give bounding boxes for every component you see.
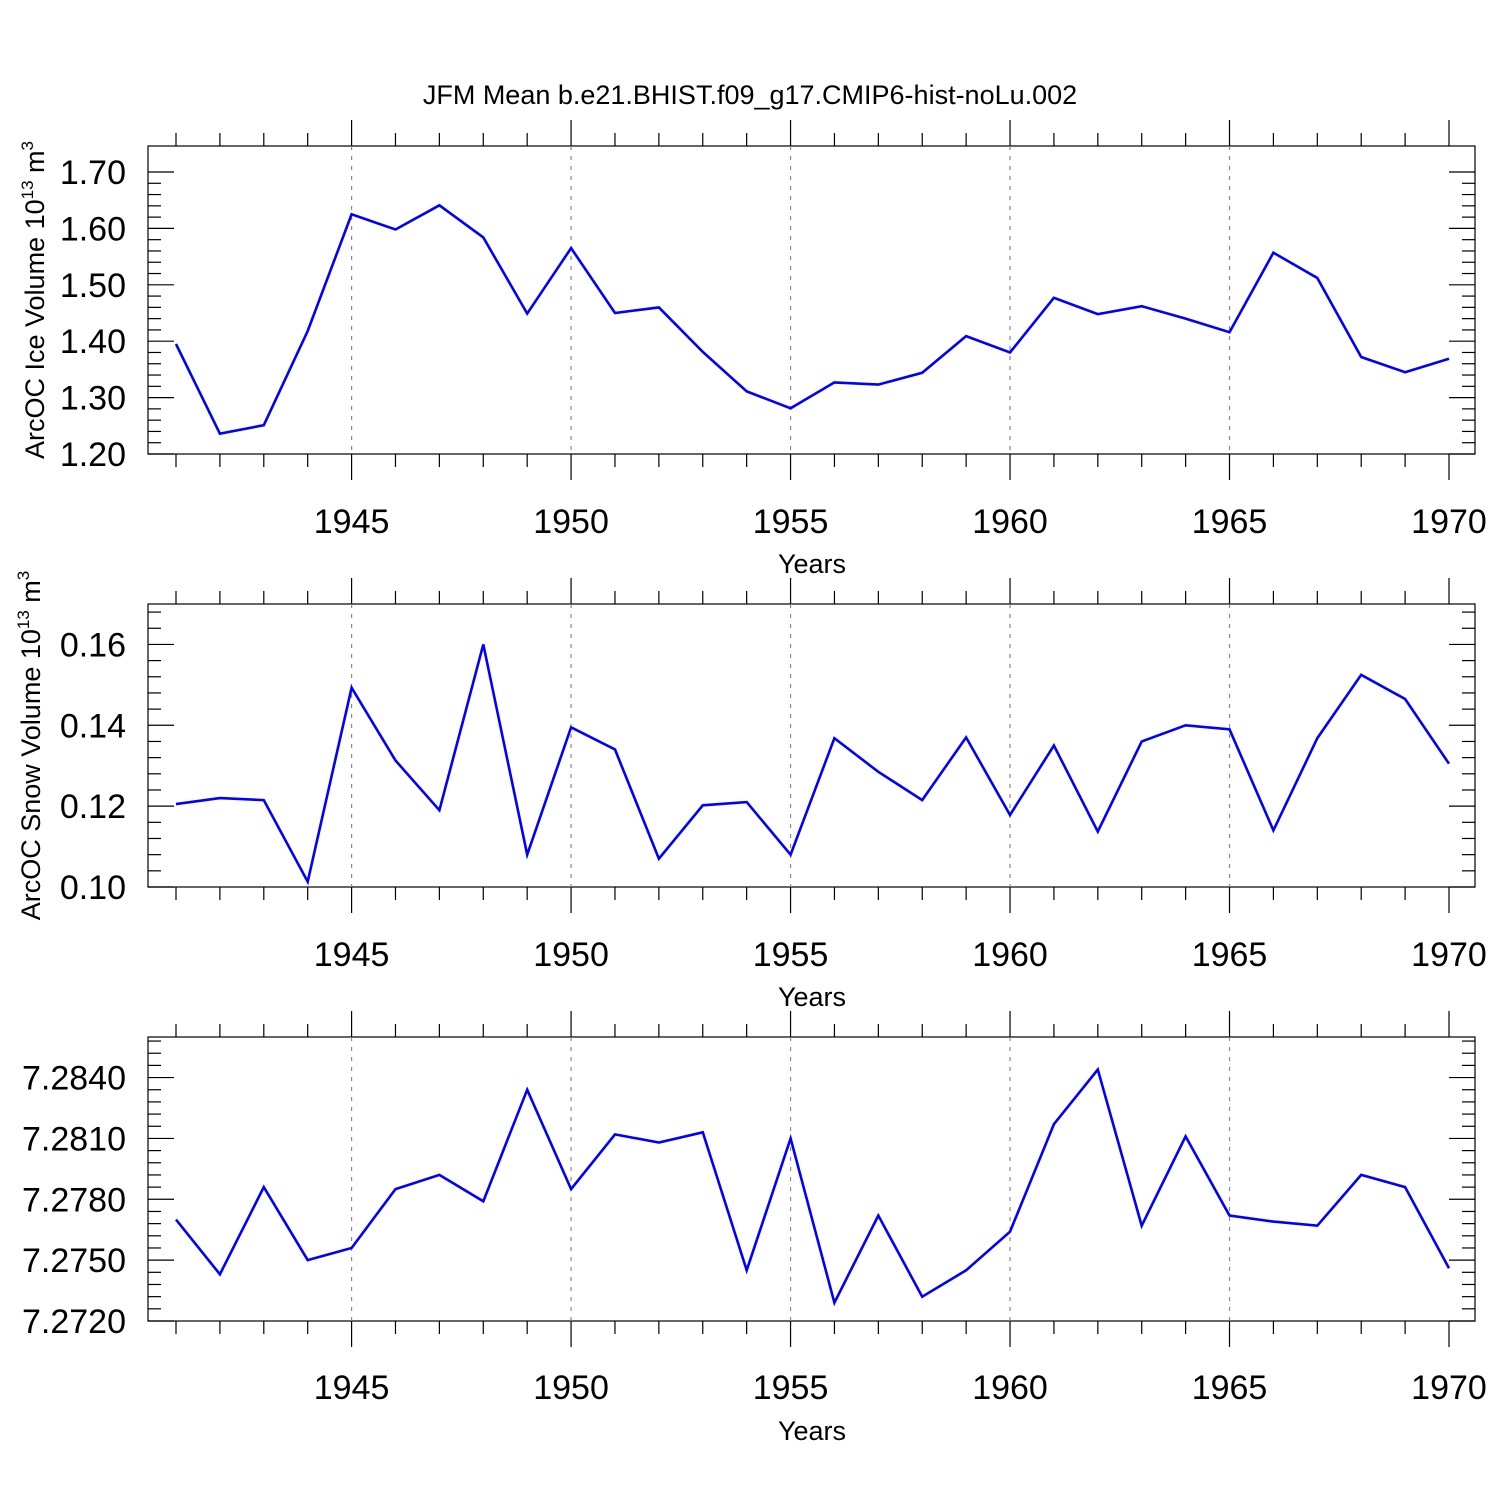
panel-ice-volume: 1945 1950 1955 1960 1965 1970 1.20 1.30 1.40 1.50…	[18, 120, 1487, 579]
y-tick-label: 1.40	[60, 323, 126, 361]
plot-frame	[147, 145, 1476, 455]
x-tick-label: 1960	[972, 503, 1048, 541]
x-tick-label: 1965	[1192, 503, 1268, 541]
x-axis-label: Years	[778, 549, 846, 579]
panel-third-series: 1945 1950 1955 1960 1965 1970 7.2720 7.2750 7.27…	[22, 1011, 1487, 1446]
y-tick-label: 0.10	[60, 869, 126, 907]
x-tick-label: 1950	[533, 503, 609, 541]
x-tick-label: 1965	[1192, 936, 1268, 974]
y-tick-label: 1.20	[60, 436, 126, 474]
x-axis-label: Years	[778, 982, 846, 1012]
x-tick-label: 1955	[753, 1369, 829, 1407]
y-tick-label: 7.2780	[22, 1181, 126, 1219]
y-tick-label: 7.2840	[22, 1060, 126, 1098]
panel-3-ylabel-clipped	[0, 1080, 6, 1300]
y-axis-label: ArcOC Ice Volume 1013 m3	[18, 141, 50, 459]
y-axis-label: ArcOC Snow Volume 1013 m3	[14, 571, 46, 921]
x-tick-label: 1945	[314, 936, 390, 974]
plot-frame	[147, 603, 1476, 888]
y-tick-label: 7.2810	[22, 1120, 126, 1158]
y-tick-label: 1.50	[60, 267, 126, 305]
chart-panels: 1945 1950 1955 1960 1965 1970 1.20 1.30 1.40 1.50…	[0, 120, 1487, 1446]
x-axis-label: Years	[778, 1416, 846, 1446]
y-tick-label: 7.2720	[22, 1303, 126, 1341]
x-tick-label: 1945	[314, 503, 390, 541]
y-tick-label: 1.30	[60, 380, 126, 418]
x-tick-label: 1955	[753, 503, 829, 541]
x-tick-label: 1945	[314, 1369, 390, 1407]
series-line	[174, 1066, 1451, 1307]
y-tick-label: 1.60	[60, 210, 126, 248]
series-line	[174, 203, 1450, 436]
x-tick-label: 1970	[1411, 503, 1487, 541]
x-tick-label: 1970	[1411, 936, 1487, 974]
y-tick-label: 1.70	[60, 154, 126, 192]
x-tick-label: 1970	[1411, 1369, 1487, 1407]
x-tick-label: 1960	[972, 936, 1048, 974]
plot-frame	[147, 1036, 1476, 1322]
chart-title: JFM Mean b.e21.BHIST.f09_g17.CMIP6-hist-…	[423, 80, 1077, 110]
y-tick-label: 7.2750	[22, 1242, 126, 1280]
panel-snow-volume: 1945 1950 1955 1960 1965 1970 0.10 0.12 0.14 0.16…	[14, 571, 1487, 1012]
x-tick-label: 1960	[972, 1369, 1048, 1407]
y-tick-label: 0.12	[60, 788, 126, 826]
x-tick-label: 1955	[753, 936, 829, 974]
y-tick-label: 0.14	[60, 707, 126, 745]
x-tick-label: 1950	[533, 936, 609, 974]
series-line	[175, 644, 1451, 886]
x-tick-label: 1950	[533, 1369, 609, 1407]
x-tick-label: 1965	[1192, 1369, 1268, 1407]
y-tick-label: 0.16	[60, 626, 126, 664]
